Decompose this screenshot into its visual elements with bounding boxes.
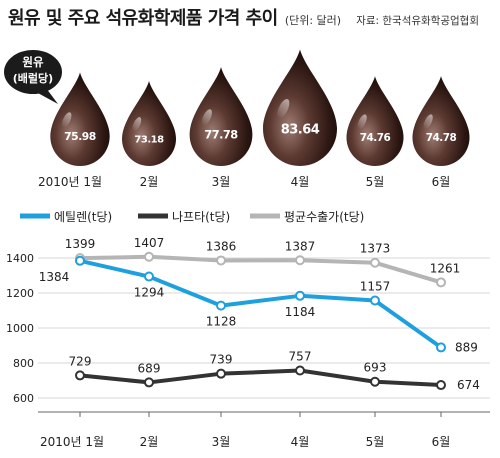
data-point [144,251,154,262]
crude-oil-callout: 원유 (배럴당) [4,50,62,104]
data-point [75,370,85,381]
oil-drop-highlight [132,117,142,132]
x-tick-label: 4월 [291,435,310,449]
data-point [436,342,446,353]
legend-label: 나프타(t당) [172,210,230,224]
y-tick-label: 1200 [6,287,34,300]
oil-drop-value: 73.18 [134,135,164,146]
crude-oil-drops: 75.98 2010년 1월 73.18 2월 77.78 3월 83.64 4월 74.76 5… [4,49,470,189]
y-tick-label: 800 [13,357,34,370]
oil-drop-highlight [201,109,212,126]
data-label: 1399 [65,237,96,251]
oil-month-label: 2월 [140,175,159,189]
chart-title: 원유 및 주요 석유화학제품 가격 추이 [8,8,278,29]
oil-drop-value: 74.78 [426,132,457,144]
data-label: 1294 [134,286,165,300]
data-label: 1157 [360,280,391,294]
x-tick-label: 2010년 1월 [40,435,104,449]
y-tick-label: 600 [13,392,34,405]
y-tick-label: 1400 [6,252,34,265]
series-line [79,254,442,285]
source-note: 자료: 한국석유화학공업협회 [356,15,479,27]
data-point [144,377,154,388]
legend-label: 에틸렌(t당) [54,210,112,224]
oil-month-label: 2010년 1월 [38,175,102,189]
data-point [295,255,305,266]
data-label: 739 [210,353,233,367]
x-tick-label: 2월 [140,435,159,449]
data-point [370,295,380,306]
data-label: 757 [289,350,312,364]
oil-month-label: 6월 [432,175,451,189]
data-point [370,376,380,387]
oil-drop-highlight [423,114,433,130]
oil-drop [263,49,337,167]
series-line [79,368,442,388]
legend-item: 에틸렌(t당) [20,210,112,224]
data-label: 1387 [285,239,316,253]
oil-drop-highlight [357,114,367,130]
series-line [79,258,443,350]
oil-drop-value: 74.76 [360,132,391,144]
data-point [436,277,446,288]
data-label: 729 [69,354,92,368]
oil-drop [412,76,470,166]
unit-note: (단위: 달러) [284,14,342,27]
oil-drop [189,67,253,166]
callout-unit: (배럴당) [13,71,53,85]
oil-drop-value: 75.98 [64,130,96,143]
line-chart: 에틸렌(t당) 나프타(t당) 평균수출가(t당) 600 800 1000 1200 140… [6,210,490,449]
oil-drop-highlight [277,99,290,119]
x-tick-label: 3월 [212,435,231,449]
data-point [295,290,305,301]
data-label: 1128 [206,315,237,329]
data-point [75,255,85,266]
data-point [436,380,446,391]
data-point [144,271,154,282]
oil-drop [346,76,404,166]
data-point [216,368,226,379]
callout-tail [36,88,58,104]
data-point [295,365,305,376]
x-tick-label: 6월 [432,435,451,449]
data-label: 689 [138,361,161,375]
data-label: 889 [455,340,478,354]
data-point [216,300,226,311]
x-tick-label: 5월 [366,435,385,449]
oil-drop [122,80,176,166]
legend-item: 나프타(t당) [138,210,230,224]
oil-month-label: 5월 [366,175,385,189]
oil-drop [50,72,110,166]
oil-month-label: 3월 [212,175,231,189]
data-label: 674 [457,378,480,392]
y-tick-label: 1000 [6,322,34,335]
data-label: 693 [364,361,387,375]
oil-drop-value: 77.78 [204,129,238,142]
callout-bubble [4,50,62,94]
data-point [370,257,380,268]
title-row: 원유 및 주요 석유화학제품 가격 추이 (단위: 달러) 자료: 한국석유화학… [8,4,496,34]
oil-drop-highlight [61,112,72,128]
data-label: 1386 [206,239,237,253]
data-label: 1261 [430,261,461,275]
data-label: 1373 [360,242,391,256]
data-label: 1384 [39,270,70,284]
oil-drop-value: 83.64 [281,123,320,138]
data-label: 1184 [285,305,316,319]
callout-label: 원유 [22,55,44,69]
data-point [216,255,226,266]
legend-label: 평균수출가(t당) [284,210,364,224]
data-label: 1407 [134,236,165,250]
legend-item: 평균수출가(t당) [250,210,364,224]
oil-month-label: 4월 [291,175,310,189]
